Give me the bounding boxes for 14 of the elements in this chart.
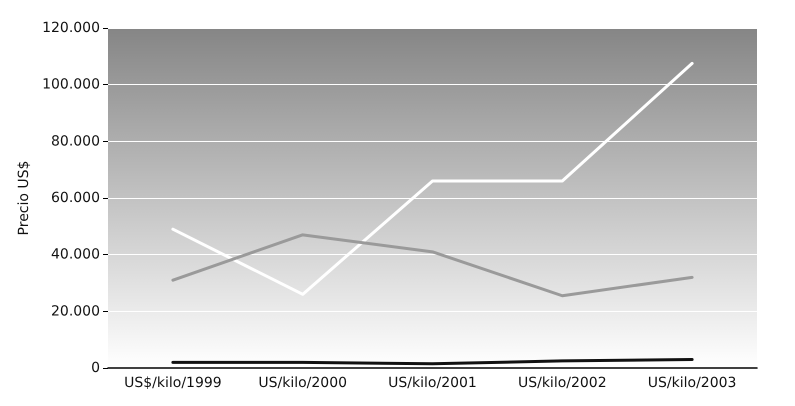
x-tick-label: US/kilo/2003 xyxy=(648,375,736,391)
y-tick-label: 20.000 xyxy=(51,303,100,320)
y-axis-title: Precio US$ xyxy=(16,160,32,236)
y-tick-label: 40.000 xyxy=(51,246,100,263)
line-series xyxy=(171,233,694,298)
y-tick-label: 60.000 xyxy=(51,190,100,206)
y-tick-label: 80.000 xyxy=(51,133,100,150)
y-tick-label: 0 xyxy=(91,360,100,376)
x-tick-label: US/kilo/2001 xyxy=(388,375,477,391)
x-tick-label: US/kilo/2000 xyxy=(258,375,348,391)
x-tick-label: US/kilo/2002 xyxy=(518,375,607,391)
y-tick-label: 100.000 xyxy=(42,76,100,93)
y-tick-label: 120.000 xyxy=(42,20,100,36)
x-tick-label: US$/kilo/1999 xyxy=(124,375,222,391)
